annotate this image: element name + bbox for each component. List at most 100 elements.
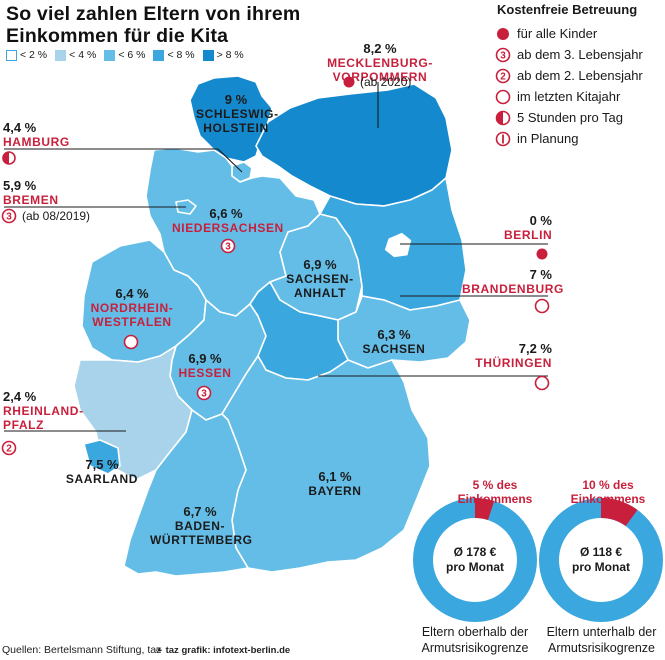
label-sachsen: 6,3 % SACHSEN [362,328,426,357]
donut-chart-above [413,498,537,622]
scale-label: > 8 % [216,49,244,61]
half-circle-icon [2,151,16,165]
state-value: 6,9 % [303,257,337,272]
state-value: 6,1 % [318,469,352,484]
donut-center-line: pro Monat [572,560,630,574]
state-value: 6,9 % [188,351,222,366]
swatch-lt2 [6,49,17,61]
donut-caption-line: Eltern unterhalb der [546,625,657,639]
state-berlin[interactable] [383,231,413,259]
state-value: 0 % [529,213,552,228]
half-circle-icon [495,110,511,125]
legend-title: Kostenfreie Betreuung [497,2,638,17]
donut-share-line: 5 % des [472,478,518,492]
state-name: NIEDERSACHSEN [172,221,284,235]
label-bremen-note: (ab 08/2019) [22,209,90,223]
state-name: BRANDENBURG [462,282,564,296]
title-line-1: So viel zahlen Eltern von ihrem [6,3,301,25]
scale-item-lt2: < 2 % [6,49,47,61]
state-value: 5,9 % [3,178,37,193]
svg-text:3: 3 [500,50,506,61]
legend-label: ab dem 2. Lebensjahr [517,68,643,83]
label-niedersachsen: 6,6 % NIEDERSACHSEN [172,206,284,236]
state-name: BERLIN [504,228,553,242]
filled-dot-icon [497,27,509,40]
paw-icon: ❧ [155,645,166,656]
donut-caption: Eltern oberhalb der Armutsrisikogrenze [408,624,542,656]
svg-text:3: 3 [225,242,231,253]
sources-text: Quellen: Bertelsmann Stiftung, taz [2,644,162,656]
label-berlin: 0 % BERLIN [504,213,553,243]
state-name: PFALZ [3,418,44,432]
circle-3-icon: 3 [196,385,212,401]
state-name: WESTFALEN [92,315,172,329]
leader-line-hamburg-tail [217,148,243,173]
state-value: 6,6 % [209,206,243,221]
scale-label: < 6 % [118,49,146,61]
state-name: ANHALT [293,286,347,300]
donut-caption-line: Armutsrisikogrenze [421,641,529,655]
state-name: RHEINLAND- [3,404,84,418]
free-care-legend: Kostenfreie Betreuung für alle Kinder 3 … [493,2,643,149]
label-brandenburg: 7 % BRANDENBURG [462,267,564,297]
donut-share-line: 10 % des [582,478,634,492]
state-name: SACHSEN- [286,272,354,286]
state-name: VORPOMMERN [332,70,428,84]
page-title: So viel zahlen Eltern von ihrem Einkomme… [6,3,300,47]
filled-dot-icon [536,248,548,260]
state-value: 6,4 % [115,286,149,301]
label-thueringen: 7,2 % THÜRINGEN [470,341,552,371]
scale-label: < 2 % [20,49,48,61]
label-bremen: 5,9 % BREMEN [3,178,59,208]
state-value: 2,4 % [3,389,37,404]
state-name: BADEN- [174,519,226,533]
state-name: SAARLAND [65,472,139,486]
circle-3-icon: 3 [1,208,17,224]
state-saarland[interactable] [83,439,121,475]
state-name: WÜRTTEMBERG [150,533,253,547]
swatch-lt6 [104,49,116,61]
label-schleswig-holstein: 9 % SCHLESWIG- HOLSTEIN [196,92,278,136]
swatch-lt4 [55,49,67,61]
donut-center-line: Ø 178 € [453,545,497,559]
donut-center-label: Ø 118 € pro Monat [561,545,641,575]
state-value: 6,7 % [183,504,217,519]
donut-share-label: 10 % des Einkommens [552,478,664,506]
legend-label: 5 Stunden pro Tag [517,110,624,125]
state-baden-wuerttemberg[interactable] [123,409,249,577]
legend-label: in Planung [517,131,579,146]
donut-chart-below [539,498,663,622]
donut-caption-line: Eltern oberhalb der [421,625,529,639]
svg-text:2: 2 [6,444,12,455]
state-name: THÜRINGEN [475,356,552,370]
donut-segment-above [474,498,495,521]
title-line-2: Einkommen für die Kita [6,25,229,47]
svg-text:3: 3 [6,212,12,223]
state-value: 9 % [224,92,248,107]
legend-item: 3 ab dem 3. Lebensjahr [493,44,643,65]
scale-item-gt8: > 8 % [202,49,244,61]
label-baden-wuerttemberg: 6,7 % BADEN- WÜRTTEMBERG [150,504,253,548]
state-note: (ab 2020) [360,75,412,89]
color-scale-legend: < 2 % < 4 % < 6 % < 8 % > 8 % [6,49,244,61]
legend-label: für alle Kinder [517,26,598,41]
swatch-gt8 [202,49,214,61]
donut-segment-below [600,498,638,527]
state-value: 7,2 % [518,341,552,356]
svg-text:2: 2 [500,71,506,82]
label-bayern: 6,1 % BAYERN [300,469,370,499]
label-hamburg: 4,4 % HAMBURG [3,121,70,150]
state-value: 7,5 % [85,457,119,472]
scale-item-lt8: < 8 % [153,49,195,61]
scale-item-lt6: < 6 % [104,49,145,61]
state-bayern[interactable] [221,355,431,573]
scale-item-lt4: < 4 % [55,49,96,61]
credit-text: taz grafik: infotext-berlin.de [165,645,291,656]
state-value: 7 % [529,267,552,282]
state-name: HAMBURG [3,135,70,149]
legend-item: im letzten Kitajahr [493,86,643,107]
empty-circle-icon [123,334,139,350]
label-mv-note: (ab 2020) [360,75,411,89]
state-name: SACHSEN [362,342,426,356]
